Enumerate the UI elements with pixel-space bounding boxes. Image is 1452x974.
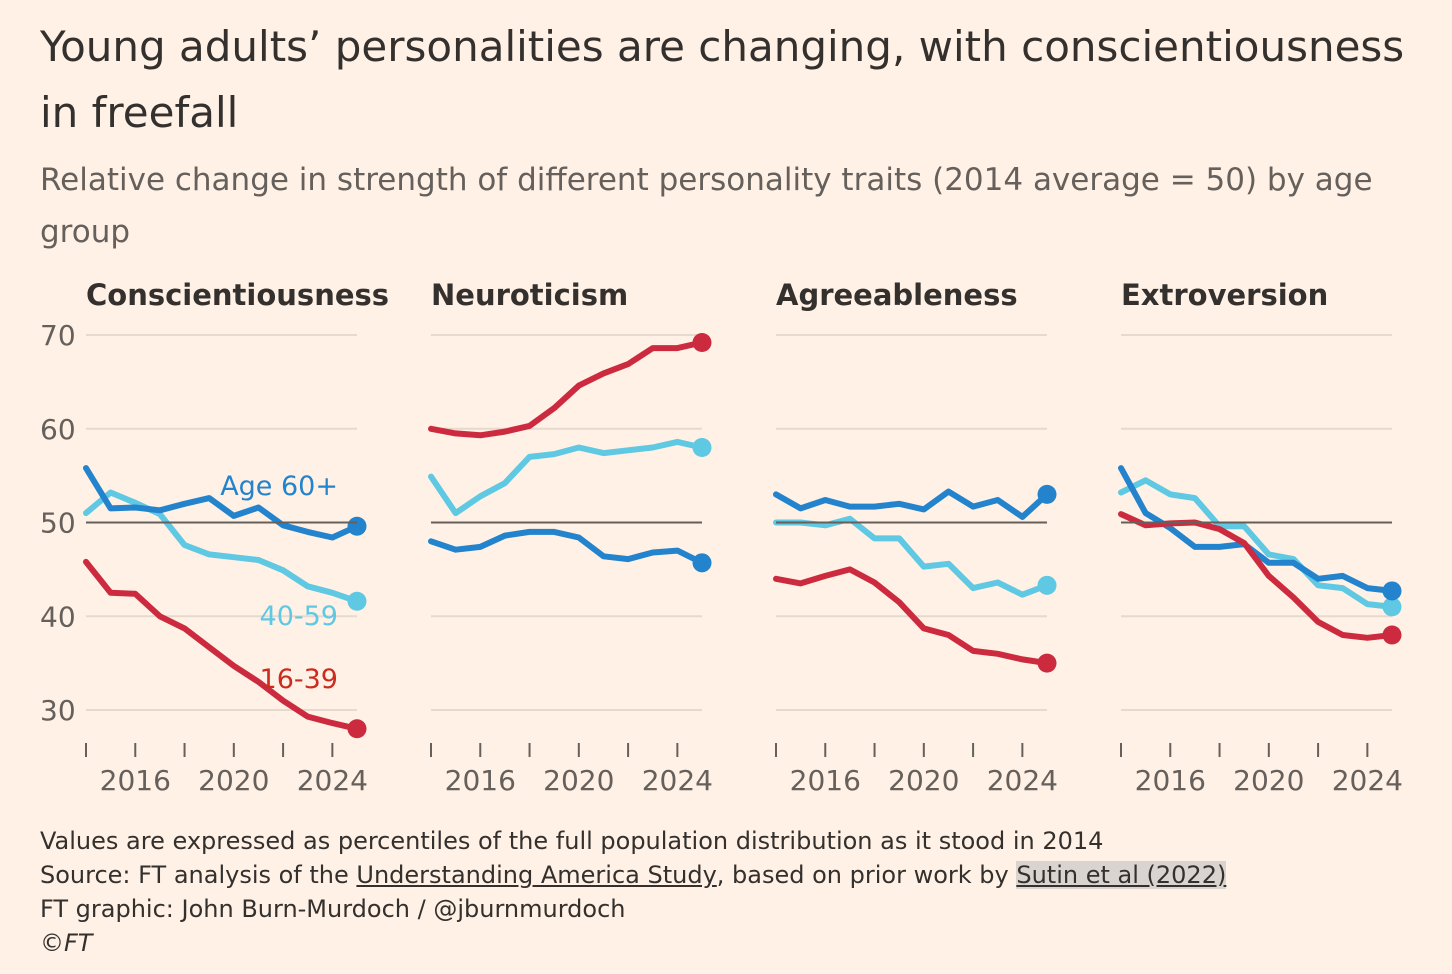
y-tick-label-40: 40 [40,600,76,633]
y-tick-label-30: 30 [40,694,76,727]
series-line-extroversion-age_16_39 [1118,511,1395,641]
footer-source: Source: FT analysis of the Understanding… [40,858,1430,892]
x-tick-label-extroversion-2024: 2024 [1332,764,1403,797]
x-tick-label-conscientiousness-2024: 2024 [297,764,368,797]
endpoint-dot-conscientiousness-age_16_39 [347,719,367,739]
source-link-sutin-et-al[interactable]: Sutin et al (2022) [1016,861,1227,889]
x-tick-label-neuroticism-2024: 2024 [642,764,713,797]
x-tick-label-agreeableness-2024: 2024 [987,764,1058,797]
endpoint-dot-extroversion-age_60_plus [1382,581,1402,601]
source-prefix: Source: FT analysis of the [40,861,357,889]
y-tick-label-60: 60 [40,413,76,446]
series-line-extroversion-age_40_59 [1118,477,1395,610]
endpoint-dot-conscientiousness-age_60_plus [347,516,367,536]
chart-title: Young adults’ personalities are changing… [40,22,1405,137]
series-line-agreeableness-age_60_plus [773,488,1050,520]
footer-credit: FT graphic: John Burn-Murdoch / @jburnmu… [40,895,626,923]
chart-footer: Values are expressed as percentiles of t… [40,824,1430,960]
footer-note: Values are expressed as percentiles of t… [40,827,1104,855]
y-tick-label-50: 50 [40,507,76,540]
x-tick-label-conscientiousness-2020: 2020 [198,764,269,797]
panel-title-conscientiousness: Conscientiousness [86,278,389,312]
small-multiples-chart: 30 40 50 60 70 Conscientiousness 2016 2020 2024 N… [40,278,1403,797]
x-tick-label-neuroticism-2016: 2016 [445,764,516,797]
series-line-conscientiousness-age_16_39 [83,558,360,732]
series-line-neuroticism-age_40_59 [428,438,705,517]
endpoint-dot-conscientiousness-age_40_59 [347,591,367,611]
chart-subtitle: Relative change in strength of different… [40,162,1373,250]
x-tick-label-extroversion-2020: 2020 [1233,764,1304,797]
series-label-age-16-39: 16-39 [260,664,338,695]
y-tick-label-70: 70 [40,319,76,352]
endpoint-dot-agreeableness-age_16_39 [1037,653,1057,673]
series-line-conscientiousness-age_40_59 [83,489,360,605]
series-line-neuroticism-age_16_39 [428,339,705,439]
x-tick-label-agreeableness-2020: 2020 [888,764,959,797]
series-line-conscientiousness-age_60_plus [83,465,360,541]
series-line-agreeableness-age_16_39 [773,566,1050,667]
series-line-agreeableness-age_40_59 [773,515,1050,598]
source-middle: , based on prior work by [716,861,1017,889]
series-label-age-40-59: 40-59 [260,601,338,632]
endpoint-dot-extroversion-age_16_39 [1382,625,1402,645]
panel-title-extroversion: Extroversion [1121,278,1328,312]
x-tick-label-conscientiousness-2016: 2016 [100,764,171,797]
endpoint-dot-neuroticism-age_16_39 [692,333,712,352]
panel-title-agreeableness: Agreeableness [776,278,1018,312]
panel-title-neuroticism: Neuroticism [431,278,628,312]
x-tick-label-agreeableness-2016: 2016 [790,764,861,797]
x-tick-label-extroversion-2016: 2016 [1135,764,1206,797]
endpoint-dot-agreeableness-age_60_plus [1037,484,1057,504]
endpoint-dot-agreeableness-age_40_59 [1037,575,1057,595]
source-link-understanding-america-study[interactable]: Understanding America Study [356,861,717,889]
endpoint-dot-neuroticism-age_60_plus [692,553,712,573]
footer-copyright: ©FT [40,929,93,957]
endpoint-dot-extroversion-age_40_59 [1382,597,1402,617]
x-tick-label-neuroticism-2020: 2020 [543,764,614,797]
endpoint-dot-neuroticism-age_40_59 [692,438,712,457]
series-line-neuroticism-age_60_plus [428,528,705,566]
series-label-age-60-plus: Age 60+ [220,471,338,502]
